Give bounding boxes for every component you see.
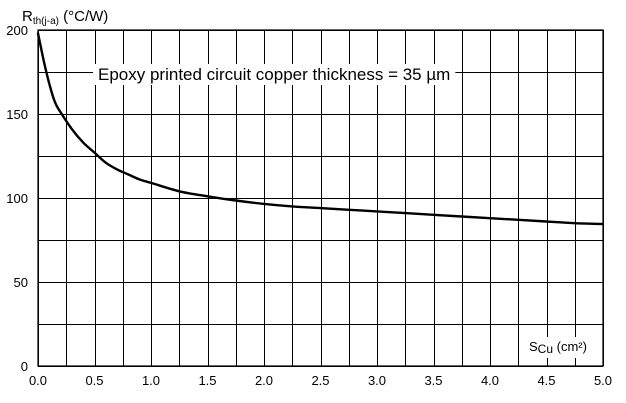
x-tick-label: 1.0 (142, 373, 160, 388)
x-tick-label: 5.0 (594, 373, 612, 388)
x-tick-label: 1.5 (198, 373, 216, 388)
y-tick-label: 50 (14, 275, 28, 290)
thermal-resistance-curve (36, 32, 605, 226)
x-tick-label: 4.0 (481, 373, 499, 388)
y-tick-label: 150 (6, 107, 28, 122)
x-tick-labels: 0.0 0.5 1.0 1.5 2.0 2.5 3.0 3.5 4.0 4.5 5.0 (29, 373, 612, 388)
y-tick-label: 200 (6, 23, 28, 38)
x-axis-label-unit: (cm²) (553, 339, 587, 354)
x-axis-label: SCu (cm²) (529, 339, 587, 356)
y-axis-label-unit: (°C/W) (59, 8, 108, 25)
x-tick-label: 0.0 (29, 373, 47, 388)
x-axis-label-sub: Cu (538, 342, 553, 356)
y-tick-label: 100 (6, 191, 28, 206)
y-axis-label-sub: th(j-a) (33, 16, 59, 27)
x-axis-label-background (526, 337, 590, 358)
annotation-background (93, 64, 456, 85)
y-axis-label-main: R (22, 8, 33, 25)
y-tick-label: 0 (21, 359, 28, 374)
x-tick-label: 3.0 (368, 373, 386, 388)
x-tick-label: 3.5 (424, 373, 442, 388)
x-tick-label: 2.0 (255, 373, 273, 388)
y-tick-labels: 0 50 100 150 200 (6, 23, 28, 374)
x-axis-label-main: S (529, 339, 538, 354)
x-tick-label: 2.5 (311, 373, 329, 388)
x-tick-label: 4.5 (537, 373, 555, 388)
y-axis-label: Rth(j-a) (°C/W) (22, 8, 108, 27)
plot-frame (37, 29, 604, 367)
x-tick-label: 0.5 (85, 373, 103, 388)
annotation-text: Epoxy printed circuit copper thickness =… (98, 65, 450, 84)
